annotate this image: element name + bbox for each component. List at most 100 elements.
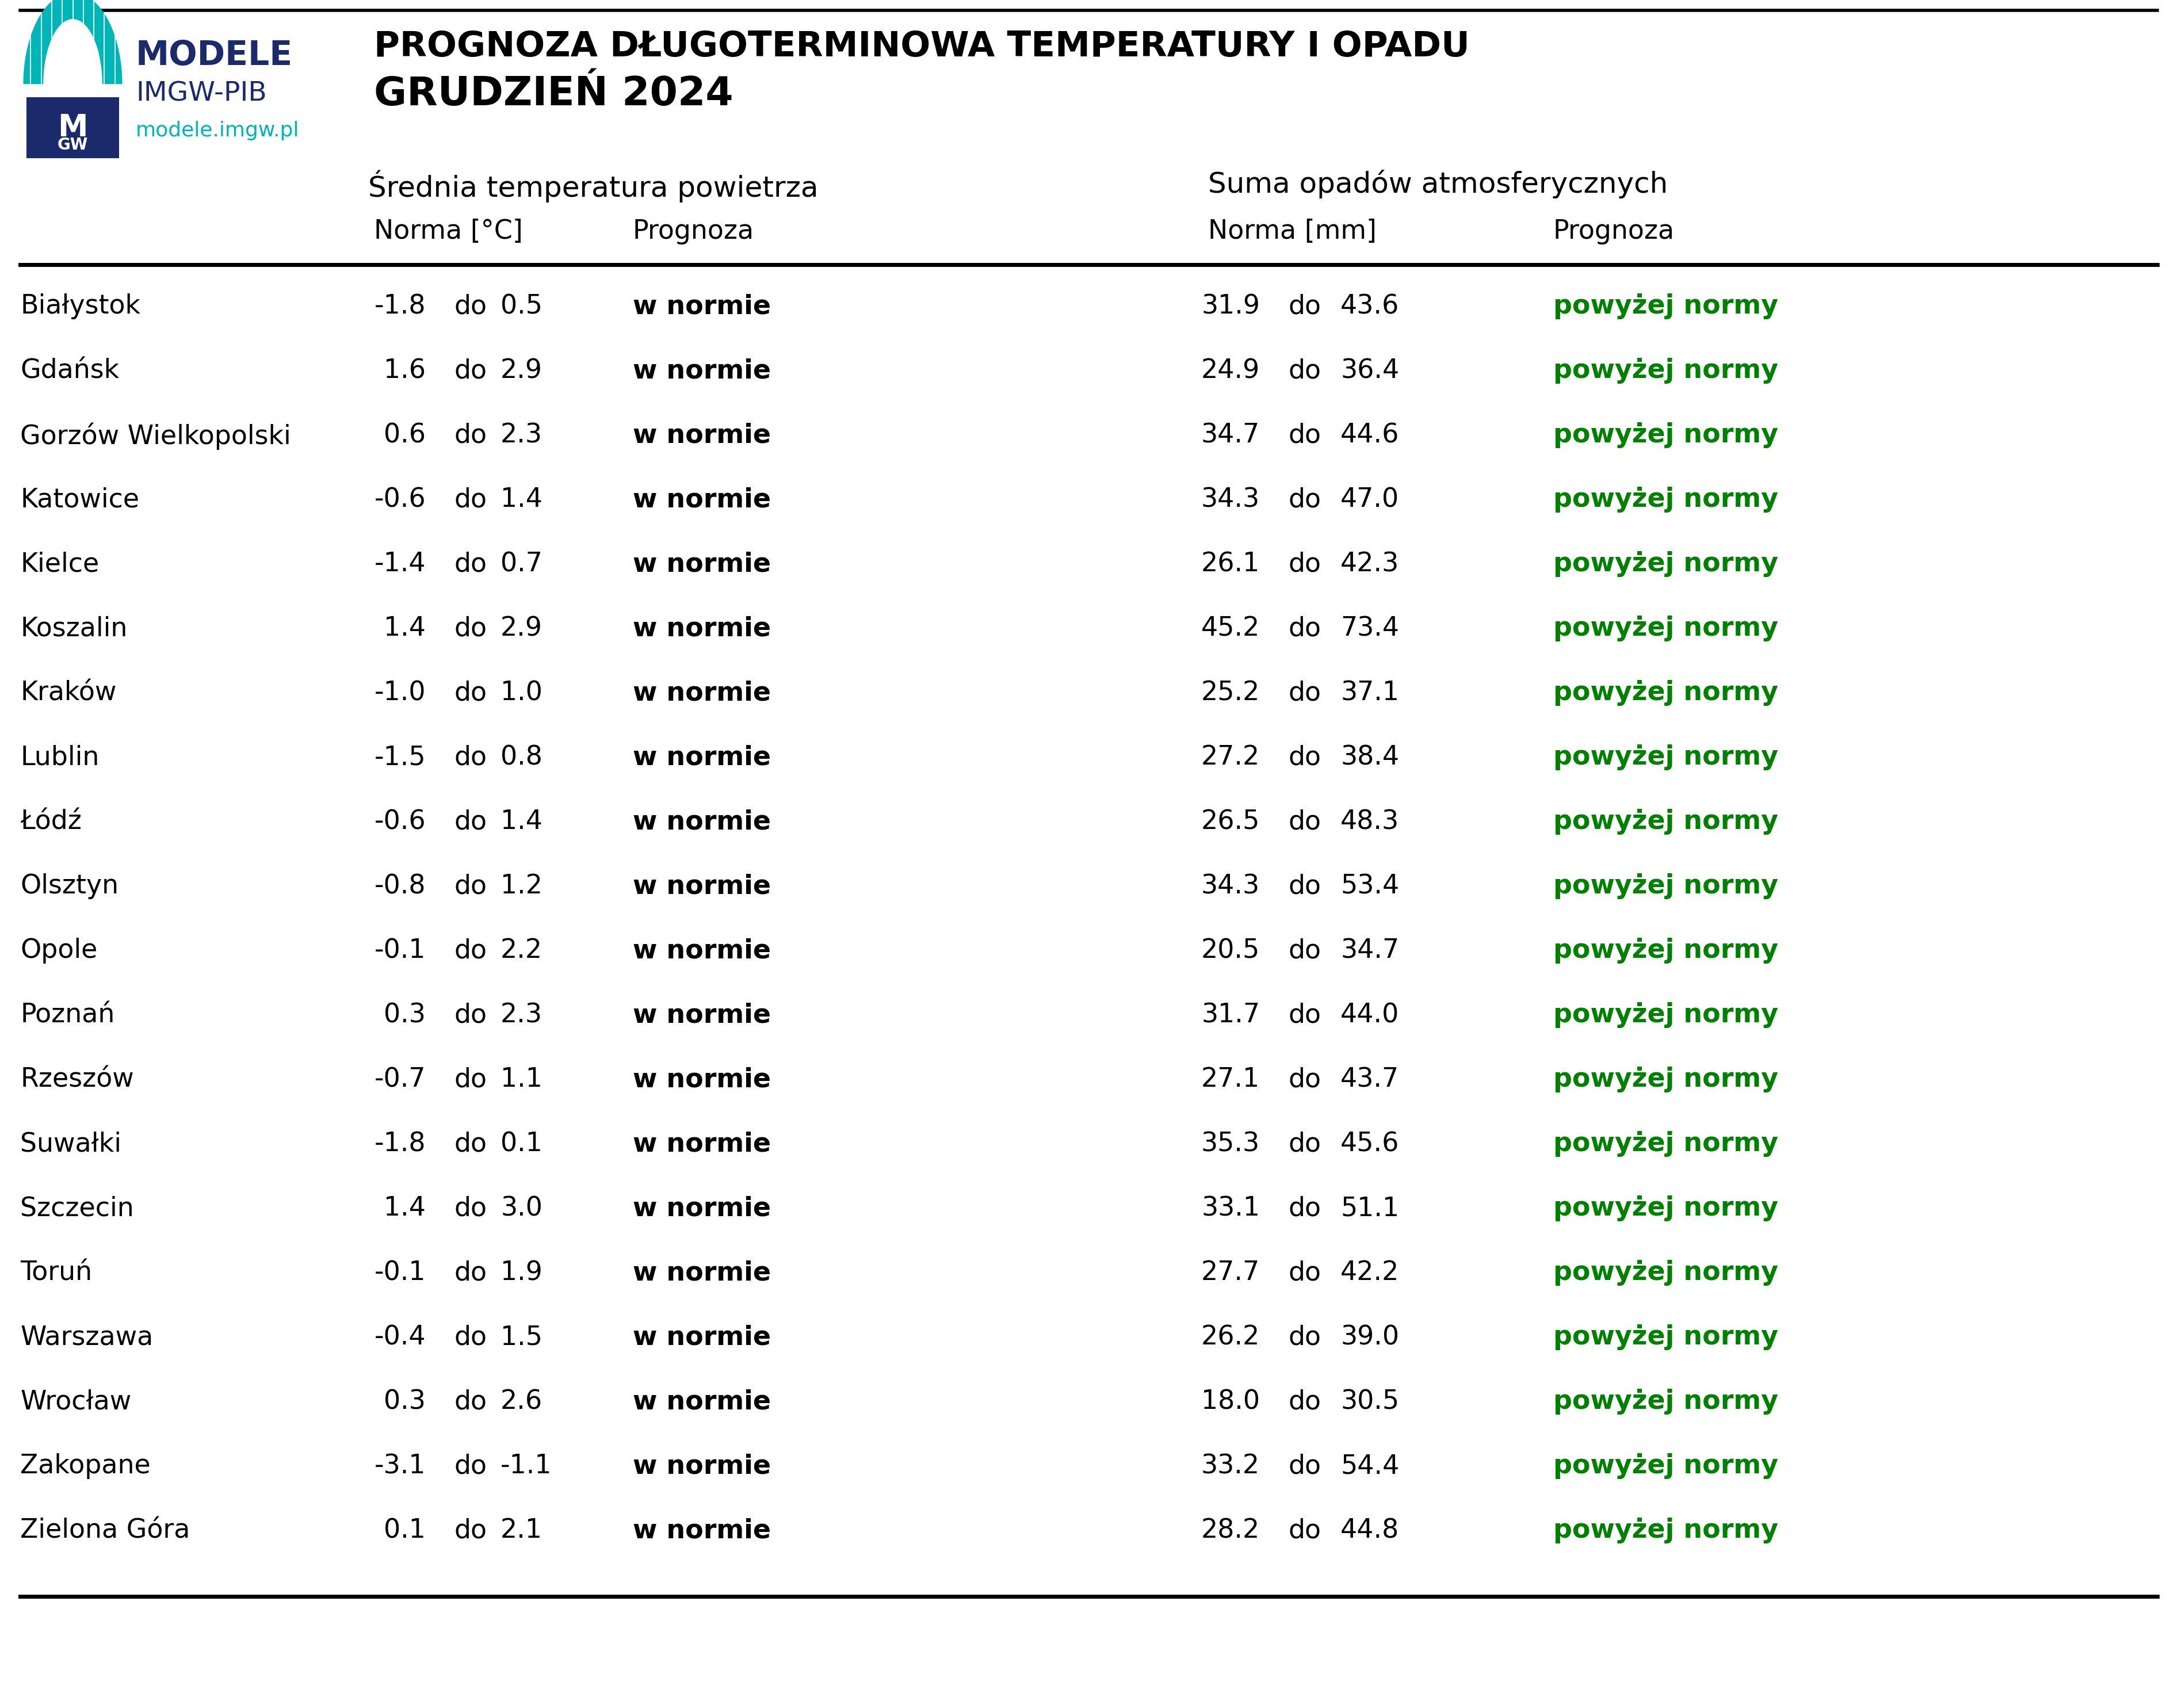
Text: 36.4: 36.4 xyxy=(1339,357,1398,384)
Text: -1.1: -1.1 xyxy=(500,1454,552,1479)
Text: powyżej normy: powyżej normy xyxy=(1552,1261,1778,1286)
Text: Opole: Opole xyxy=(20,938,98,963)
Text: do: do xyxy=(1289,1066,1322,1093)
Text: w normie: w normie xyxy=(633,1196,770,1221)
Text: w normie: w normie xyxy=(633,680,770,705)
Text: Norma [°C]: Norma [°C] xyxy=(374,219,522,244)
Text: w normie: w normie xyxy=(633,1389,770,1414)
Text: 53.4: 53.4 xyxy=(1339,873,1398,898)
Text: GRUDZIEŃ 2024: GRUDZIEŃ 2024 xyxy=(374,75,733,113)
Text: 43.7: 43.7 xyxy=(1339,1066,1398,1093)
Text: do: do xyxy=(454,1003,487,1028)
Text: -1.0: -1.0 xyxy=(374,680,426,705)
Text: 42.3: 42.3 xyxy=(1339,552,1398,577)
Text: 44.6: 44.6 xyxy=(1339,422,1398,447)
Text: Szczecin: Szczecin xyxy=(20,1196,135,1221)
Text: do: do xyxy=(454,1196,487,1221)
Text: 0.1: 0.1 xyxy=(500,1131,541,1156)
Bar xyxy=(26,97,120,159)
Text: 51.1: 51.1 xyxy=(1339,1196,1398,1221)
Text: do: do xyxy=(454,745,487,770)
Text: -1.5: -1.5 xyxy=(374,745,426,770)
Text: 24.9: 24.9 xyxy=(1200,357,1259,384)
Text: Zielona Góra: Zielona Góra xyxy=(20,1518,189,1544)
Text: Prognoza: Prognoza xyxy=(633,219,754,244)
Text: w normie: w normie xyxy=(633,1518,770,1544)
Text: 26.2: 26.2 xyxy=(1200,1324,1259,1351)
Text: Białystok: Białystok xyxy=(20,294,141,319)
Polygon shape xyxy=(24,0,122,84)
Text: -1.4: -1.4 xyxy=(374,552,426,577)
Text: do: do xyxy=(1289,487,1322,512)
Text: powyżej normy: powyżej normy xyxy=(1552,810,1778,835)
Text: -0.8: -0.8 xyxy=(374,873,426,898)
Text: 1.5: 1.5 xyxy=(500,1324,541,1351)
Text: 0.5: 0.5 xyxy=(500,294,541,319)
Text: 37.1: 37.1 xyxy=(1339,680,1398,705)
Text: Lublin: Lublin xyxy=(20,745,100,770)
Text: 54.4: 54.4 xyxy=(1339,1454,1398,1479)
Text: 31.9: 31.9 xyxy=(1200,294,1259,319)
Text: 1.4: 1.4 xyxy=(500,487,541,512)
Text: Łódź: Łódź xyxy=(20,810,83,835)
Text: do: do xyxy=(454,357,487,384)
Text: -1.8: -1.8 xyxy=(374,294,426,319)
Text: -3.1: -3.1 xyxy=(374,1454,426,1479)
Text: 38.4: 38.4 xyxy=(1339,745,1398,770)
Text: w normie: w normie xyxy=(633,615,770,642)
Text: do: do xyxy=(1289,294,1322,319)
Text: Średnia temperatura powietrza: Średnia temperatura powietrza xyxy=(367,169,817,202)
Text: -0.1: -0.1 xyxy=(374,1261,426,1286)
Text: 1.4: 1.4 xyxy=(383,1196,426,1221)
Text: Norma [mm]: Norma [mm] xyxy=(1209,219,1376,244)
Text: do: do xyxy=(1289,810,1322,835)
Text: w normie: w normie xyxy=(633,552,770,577)
Text: powyżej normy: powyżej normy xyxy=(1552,873,1778,898)
Text: -0.4: -0.4 xyxy=(374,1324,426,1351)
Text: 34.7: 34.7 xyxy=(1200,422,1259,447)
Text: powyżej normy: powyżej normy xyxy=(1552,1454,1778,1479)
Text: Kraków: Kraków xyxy=(20,680,117,705)
Text: 34.3: 34.3 xyxy=(1200,873,1259,898)
Text: 1.0: 1.0 xyxy=(500,680,541,705)
Text: powyżej normy: powyżej normy xyxy=(1552,422,1778,447)
Text: w normie: w normie xyxy=(633,422,770,447)
Text: do: do xyxy=(454,615,487,642)
Text: M: M xyxy=(59,113,87,143)
Text: 1.2: 1.2 xyxy=(500,873,541,898)
Text: 33.2: 33.2 xyxy=(1200,1454,1259,1479)
Text: -0.6: -0.6 xyxy=(374,810,426,835)
Text: 1.1: 1.1 xyxy=(500,1066,541,1093)
Text: 20.5: 20.5 xyxy=(1200,938,1259,963)
Text: do: do xyxy=(454,422,487,447)
Text: do: do xyxy=(1289,422,1322,447)
Text: powyżej normy: powyżej normy xyxy=(1552,1066,1778,1093)
Text: Koszalin: Koszalin xyxy=(20,615,128,642)
Text: do: do xyxy=(1289,873,1322,898)
Text: Poznań: Poznań xyxy=(20,1003,115,1028)
Text: do: do xyxy=(454,294,487,319)
Text: 2.6: 2.6 xyxy=(500,1389,544,1414)
Text: 73.4: 73.4 xyxy=(1339,615,1398,642)
Text: do: do xyxy=(1289,1003,1322,1028)
Text: powyżej normy: powyżej normy xyxy=(1552,938,1778,963)
Text: do: do xyxy=(454,873,487,898)
Text: 0.6: 0.6 xyxy=(383,422,426,447)
Text: 47.0: 47.0 xyxy=(1339,487,1398,512)
Text: do: do xyxy=(454,680,487,705)
Text: powyżej normy: powyżej normy xyxy=(1552,487,1778,512)
Text: 25.2: 25.2 xyxy=(1200,680,1259,705)
Text: w normie: w normie xyxy=(633,938,770,963)
Text: powyżej normy: powyżej normy xyxy=(1552,615,1778,642)
Text: 0.3: 0.3 xyxy=(383,1389,426,1414)
Text: 45.2: 45.2 xyxy=(1200,615,1259,642)
Text: do: do xyxy=(454,1066,487,1093)
Text: 27.2: 27.2 xyxy=(1200,745,1259,770)
Text: powyżej normy: powyżej normy xyxy=(1552,552,1778,577)
Text: w normie: w normie xyxy=(633,487,770,512)
Text: do: do xyxy=(1289,1324,1322,1351)
Text: w normie: w normie xyxy=(633,1454,770,1479)
Text: w normie: w normie xyxy=(633,810,770,835)
Text: IMGW-PIB: IMGW-PIB xyxy=(135,80,267,106)
Text: w normie: w normie xyxy=(633,1066,770,1093)
